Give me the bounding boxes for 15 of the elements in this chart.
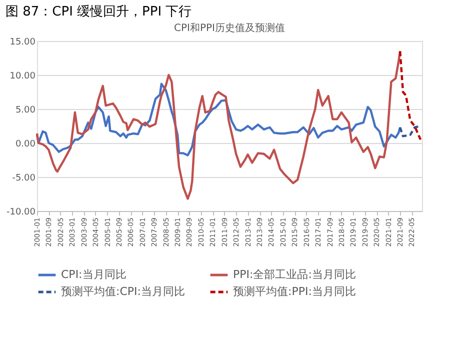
chart-title: 图 87：CPI 缓慢回升，PPI 下行	[5, 4, 192, 20]
y-tick-label: 0.00	[15, 140, 36, 150]
y-tick-label: 5.00	[15, 106, 36, 116]
legend-label: PPI:全部工业品:当月同比	[233, 268, 356, 281]
legend-label: 预测平均值:PPI:当月同比	[233, 285, 356, 298]
y-tick-label: -10.00	[6, 208, 36, 218]
legend-label: 预测平均值:CPI:当月同比	[61, 285, 185, 298]
chart-subtitle: CPI和PPI历史值及预测值	[174, 22, 285, 34]
y-tick-label: -5.00	[12, 174, 36, 184]
line-series	[36, 50, 402, 200]
legend-label: CPI:当月同比	[61, 268, 126, 281]
line-series	[398, 50, 422, 141]
line-series	[36, 82, 402, 156]
y-tick-label: 15.00	[10, 38, 36, 48]
y-tick-label: 10.00	[10, 72, 36, 82]
